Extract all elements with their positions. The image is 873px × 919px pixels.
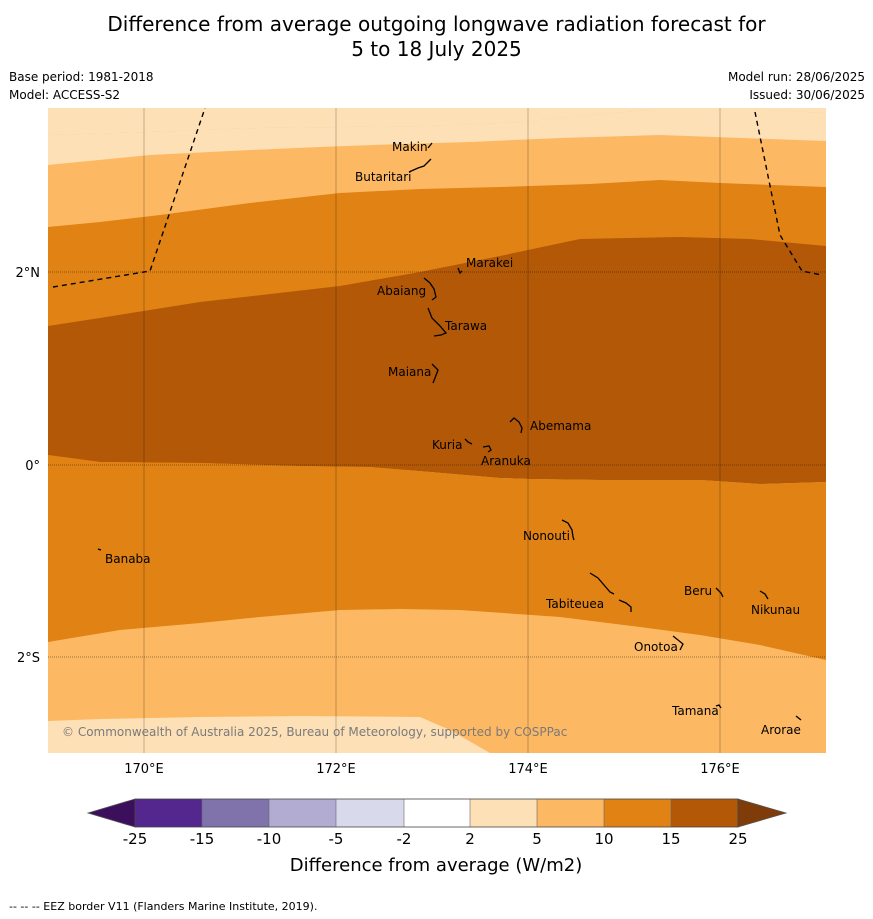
graticule [143,108,721,753]
label-tarawa: Tarawa [444,319,487,333]
island-arorae [795,715,802,721]
lon-label-172e: 172°E [316,762,356,777]
colorbar-tick-6: 2 [465,830,475,848]
lat-label-2n: 2°N [16,266,41,281]
colorbar-tick-9: 15 [661,830,680,848]
label-onotoa: Onotoa [634,640,678,654]
lon-label-170e: 170°E [124,762,164,777]
map-title: Difference from average outgoing longwav… [0,12,873,62]
model-name: Model: ACCESS-S2 [9,88,121,102]
island-tamana [715,704,722,709]
lat-label-equator: 0° [25,459,40,474]
island-makin [427,142,433,149]
island-aranuka [482,445,492,453]
colorbar-tick-4: -5 [329,830,344,848]
island-beru [715,587,724,598]
label-tamana: Tamana [671,704,719,718]
label-marakei: Marakei [466,256,513,270]
latitude-lines [48,271,826,658]
colorbar-tick-5: -2 [397,830,412,848]
meta-left: Base period: 1981-2018 Model: ACCESS-S2 [9,68,154,104]
colorbar-tick-1: -25 [123,830,148,848]
map-panel: Makin Butaritari Marakei Abaiang Tarawa … [48,108,826,753]
label-nikunau: Nikunau [751,603,800,617]
colorbar-box-2 [202,799,269,827]
colorbar-box-5 [404,799,470,827]
model-run: Model run: 28/06/2025 [727,70,865,84]
meta-right: Model run: 28/06/2025 Issued: 30/06/2025 [728,68,865,104]
island-butaritari [408,158,432,173]
label-kuria: Kuria [432,438,463,452]
colorbar-outline [134,798,739,828]
label-makin: Makin [392,140,428,154]
island-kuria [464,438,473,445]
label-abaiang: Abaiang [377,284,426,298]
colorbar-tick-7: 5 [532,830,542,848]
island-abaiang [423,277,437,301]
colorbar-box-8 [604,799,671,827]
label-abemama: Abemama [530,419,591,433]
colorbar-box-3 [269,799,336,827]
colorbar-tick-2: -15 [190,830,215,848]
issued-date: Issued: 30/06/2025 [749,88,865,102]
colorbar-box-7 [537,799,604,827]
colorbar-box-6 [470,799,537,827]
band-2-5-north-edge [48,110,826,165]
label-nonouti: Nonouti [523,529,570,543]
colorbar-label: Difference from average (W/m2) [290,855,582,876]
title-line-1: Difference from average outgoing longwav… [107,12,766,36]
label-maiana: Maiana [388,365,431,379]
lon-label-176e: 176°E [700,762,740,777]
title-line-2: 5 to 18 July 2025 [351,37,522,61]
island-outlines [97,142,802,721]
colorbar-box-9 [671,799,738,827]
colorbar-extend-low [86,798,136,828]
lat-label-2s: 2°S [17,651,40,666]
island-banaba [97,548,102,551]
colorbar-tick-8: 10 [594,830,613,848]
island-tarawa [427,307,448,337]
base-period: Base period: 1981-2018 [9,70,154,84]
label-arorae: Arorae [761,723,801,737]
colorbar-extend-high [737,798,788,828]
island-abemama [509,417,523,434]
island-maiana [431,363,439,384]
band-2-5-south [48,716,490,753]
colorbar-ticks: -25 -15 -10 -5 -2 2 5 10 15 25 [123,830,748,848]
lon-label-174e: 174°E [508,762,548,777]
island-marakei [457,267,463,275]
label-aranuka: Aranuka [481,454,531,468]
label-butaritari: Butaritari [355,170,412,184]
place-labels: Makin Butaritari Marakei Abaiang Tarawa … [105,140,801,737]
island-nonouti [561,519,575,541]
island-tabiteuea [589,572,632,612]
colorbar-dividers [201,799,672,827]
colorbar-box-4 [336,799,404,827]
colorbar-tick-3: -10 [257,830,282,848]
colorbar-box-1 [135,799,202,827]
label-banaba: Banaba [105,552,151,566]
label-tabiteuea: Tabiteuea [545,597,604,611]
eez-border [52,108,823,288]
band-15-25 [48,237,826,484]
eez-footnote: -- -- -- EEZ border V11 (Flanders Marine… [9,900,318,913]
copyright-notice: © Commonwealth of Australia 2025, Bureau… [62,725,567,739]
island-nikunau [759,590,769,600]
band-2-5-north [48,108,826,135]
colorbar-tick-10: 25 [728,830,747,848]
longitude-labels: 170°E 172°E 174°E 176°E [124,762,740,777]
island-onotoa [672,635,684,651]
colorbar: -25 -15 -10 -5 -2 2 5 10 15 25 Differenc… [86,798,788,876]
eez-border-east [754,111,823,276]
label-beru: Beru [684,584,712,598]
latitude-labels: 2°N 0° 2°S [16,266,41,666]
